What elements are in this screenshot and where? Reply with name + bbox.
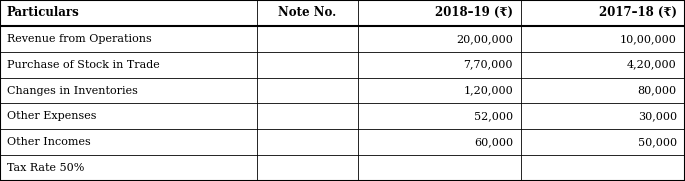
Bar (358, 103, 521, 129)
Bar (257, 78, 358, 103)
Text: 2018–19 (₹): 2018–19 (₹) (435, 7, 513, 19)
Bar (358, 129, 521, 155)
Text: Particulars: Particulars (7, 7, 79, 19)
Text: 2017–18 (₹): 2017–18 (₹) (599, 7, 677, 19)
Text: Tax Rate 50%: Tax Rate 50% (7, 163, 84, 173)
Bar (257, 129, 358, 155)
Bar (0, 129, 257, 155)
Bar (521, 52, 685, 78)
Text: 52,000: 52,000 (474, 111, 513, 121)
Bar (521, 129, 685, 155)
Bar (257, 103, 358, 129)
Text: Changes in Inventories: Changes in Inventories (7, 85, 138, 96)
Bar (257, 26, 358, 52)
Bar (0, 78, 257, 103)
Text: Purchase of Stock in Trade: Purchase of Stock in Trade (7, 60, 160, 70)
Bar (358, 78, 521, 103)
Text: Other Expenses: Other Expenses (7, 111, 97, 121)
Bar (358, 155, 521, 181)
Bar (257, 0, 358, 26)
Text: Revenue from Operations: Revenue from Operations (7, 34, 151, 44)
Text: 60,000: 60,000 (474, 137, 513, 147)
Bar (0, 0, 257, 26)
Bar (0, 103, 257, 129)
Text: 80,000: 80,000 (638, 85, 677, 96)
Bar (257, 155, 358, 181)
Bar (521, 0, 685, 26)
Bar (0, 155, 257, 181)
Bar (0, 26, 257, 52)
Bar (358, 26, 521, 52)
Text: 4,20,000: 4,20,000 (627, 60, 677, 70)
Bar (521, 155, 685, 181)
Bar (521, 103, 685, 129)
Text: 7,70,000: 7,70,000 (464, 60, 513, 70)
Bar (521, 26, 685, 52)
Text: 50,000: 50,000 (638, 137, 677, 147)
Bar (358, 0, 521, 26)
Text: 30,000: 30,000 (638, 111, 677, 121)
Text: 1,20,000: 1,20,000 (463, 85, 513, 96)
Bar (257, 52, 358, 78)
Bar (358, 52, 521, 78)
Text: Note No.: Note No. (278, 7, 337, 19)
Bar (521, 78, 685, 103)
Bar (0, 52, 257, 78)
Text: 20,00,000: 20,00,000 (456, 34, 513, 44)
Text: 10,00,000: 10,00,000 (620, 34, 677, 44)
Text: Other Incomes: Other Incomes (7, 137, 90, 147)
